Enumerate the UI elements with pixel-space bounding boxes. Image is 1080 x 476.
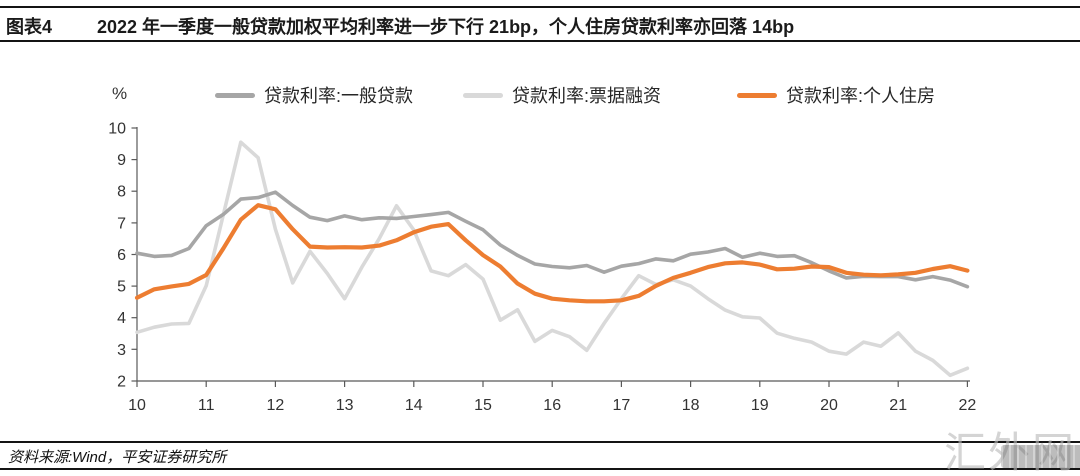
legend-item-general-loan: 贷款利率:一般贷款	[215, 84, 413, 106]
legend-label-bill-financing: 贷款利率:票据融资	[512, 86, 662, 106]
y-axis-tick-label: 9	[117, 152, 126, 169]
title-bottom-rule	[0, 40, 1080, 42]
figure-title: 2022 年一季度一般贷款加权平均利率进一步下行 21bp，个人住房贷款利率亦回…	[97, 17, 795, 37]
y-axis-tick-label: 4	[117, 310, 126, 327]
y-axis-tick-label: 6	[117, 247, 126, 264]
x-axis-tick-label: 15	[474, 397, 492, 414]
x-axis-tick-label: 13	[336, 397, 354, 414]
legend-swatch-general-loan	[215, 92, 255, 98]
footer-bottom-rule	[0, 468, 1080, 470]
legend-swatch-bill-financing	[463, 92, 503, 98]
legend-item-bill-financing: 贷款利率:票据融资	[463, 84, 661, 106]
y-axis-unit-label: %	[112, 84, 128, 103]
series-line-0	[135, 190, 970, 289]
y-axis-tick-label: 8	[117, 184, 126, 201]
y-axis-tick-label: 3	[117, 342, 126, 359]
series-line-2	[134, 203, 970, 304]
footer-top-rule	[0, 441, 1080, 443]
figure-number-label: 图表4	[6, 17, 53, 37]
legend-label-personal-housing: 贷款利率:个人住房	[786, 86, 936, 106]
logo-watermark	[1001, 445, 1080, 468]
legend-label-general-loan: 贷款利率:一般贷款	[264, 86, 414, 106]
x-axis-tick-label: 11	[198, 397, 215, 414]
x-axis-tick-label: 17	[613, 397, 631, 414]
x-axis-tick-label: 19	[751, 397, 769, 414]
x-axis-tick-label: 21	[889, 397, 907, 414]
x-axis-tick-label: 12	[267, 397, 285, 414]
site-watermark: 汇外网	[944, 419, 1076, 476]
title-top-rule	[0, 6, 1080, 8]
x-axis-tick-label: 22	[959, 397, 977, 414]
y-axis-tick-label: 10	[108, 121, 126, 138]
x-axis-tick-label: 10	[128, 397, 146, 414]
x-axis-tick-label: 14	[405, 397, 423, 414]
x-axis-tick-label: 18	[682, 397, 700, 414]
y-axis-tick-label: 7	[117, 215, 126, 232]
legend-swatch-personal-housing	[737, 92, 777, 98]
x-axis-tick-label: 20	[820, 397, 838, 414]
y-axis-tick-label: 2	[117, 374, 126, 391]
source-note: 资料来源:Wind，平安证券研究所	[8, 449, 227, 466]
legend-item-personal-housing: 贷款利率:个人住房	[737, 84, 935, 106]
series-line-1	[135, 140, 970, 378]
y-axis-tick-label: 5	[117, 279, 126, 296]
rate-line-chart: 2 3 4 5 6 7 8 9 10 10 11 12 13 14 15 16 17 18 19 20 21 22	[108, 121, 977, 415]
x-axis-tick-label: 16	[543, 397, 561, 414]
